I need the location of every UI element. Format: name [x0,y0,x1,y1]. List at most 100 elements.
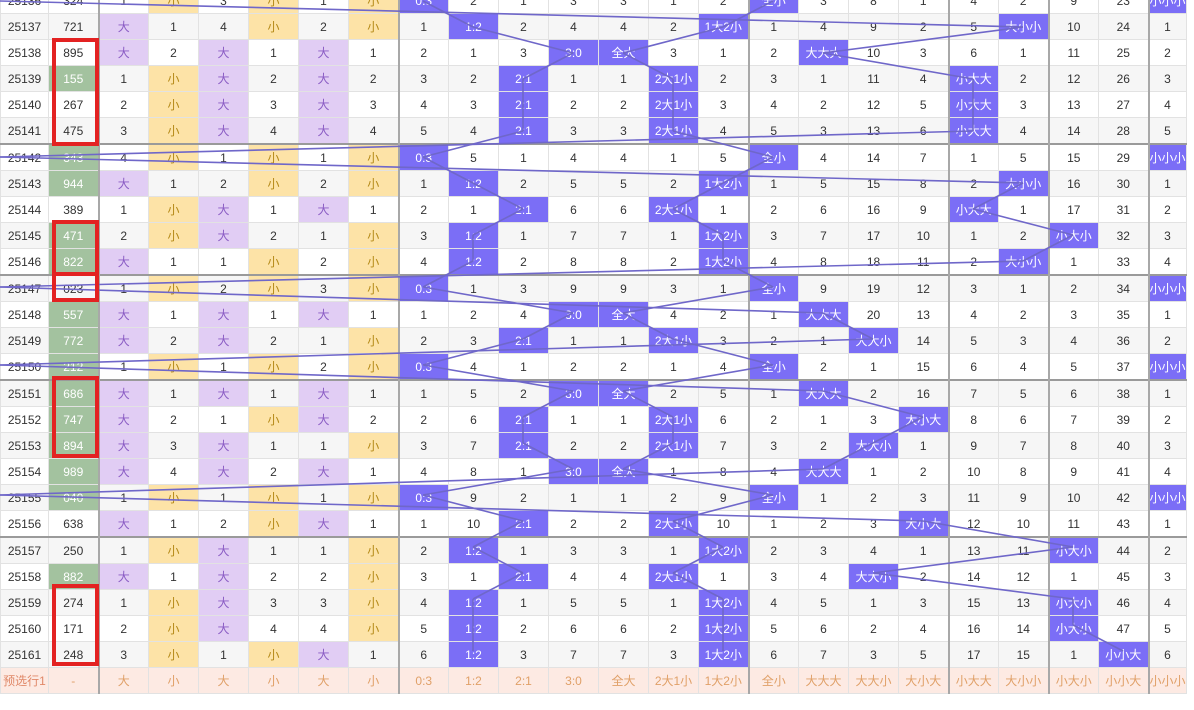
hit-cell: 2 [848,615,899,642]
hit-cell: 9 [598,274,649,302]
hit-cell: 1:2 [448,615,499,642]
hit-cell: 4 [1147,248,1187,276]
size-cell: 大 [198,301,249,328]
size-cell: 小 [148,274,199,302]
hit-cell: 1 [1047,641,1099,668]
hit-cell: 2 [747,327,799,354]
hit-cell: 2大1小 [648,432,699,459]
hit-cell: 2 [648,484,699,511]
issue-number: 25156 [0,510,49,538]
size-cell: 2 [248,222,299,249]
hit-cell: 6 [397,641,449,668]
hit-cell: 4 [898,615,949,642]
hit-cell: 3 [598,536,649,564]
size-cell: 小 [148,615,199,642]
hit-cell: 1 [448,196,499,223]
size-cell: 1 [97,484,149,511]
hit-cell: 2 [448,301,499,328]
hit-cell: 1 [798,65,849,92]
preselect-option[interactable]: 大 [198,667,249,694]
hit-cell: 7 [598,641,649,668]
hit-cell: 4 [747,458,799,485]
size-cell: 3 [97,641,149,668]
preselect-option[interactable]: 0:3 [397,667,449,694]
hit-cell: 1 [998,274,1049,302]
preselect-option[interactable]: 大小大 [898,667,949,694]
hit-cell: 1 [898,0,949,14]
hit-cell: 37 [1098,353,1149,381]
size-cell: 大 [97,248,149,276]
size-cell: 1 [148,13,199,40]
hit-cell: 小小小 [1147,0,1187,14]
hit-cell: 9 [848,13,899,40]
hit-cell: 13 [998,589,1049,616]
preselect-option[interactable]: 大 [298,667,349,694]
size-cell: 大 [198,222,249,249]
preselect-row[interactable]: 预选行1- 大小大小大小 0:3 1:2 2:1 3:0 全大 2大1小 1大2小 全小 大大大 大大… [0,667,1187,694]
size-cell: 1 [248,379,299,407]
preselect-option[interactable]: 1:2 [448,667,499,694]
preselect-option[interactable]: 2:1 [498,667,549,694]
table-row: 25139 155 1 小大 2 大 2 3 2 2:1 1 1 2大1小 2 3 1 11 4 小大大 2 12 26 3 [0,65,1187,92]
preselect-option[interactable]: 大 [97,667,149,694]
size-cell: 小 [348,13,399,40]
preselect-option[interactable]: 小小大 [1098,667,1149,694]
preselect-option[interactable]: 3:0 [548,667,599,694]
preselect-option[interactable]: 1大2小 [698,667,749,694]
hit-cell: 12 [1047,65,1099,92]
preselect-option[interactable]: 大小小 [998,667,1049,694]
hit-cell: 0:3 [397,484,449,511]
hit-cell: 2 [648,13,699,40]
hit-cell: 4 [397,589,449,616]
preselect-option[interactable]: 大大小 [848,667,899,694]
hit-cell: 1大2小 [698,536,749,564]
table-row: 25141 475 3 小大 4 大 4 5 4 2:1 3 3 2大1小 4 5 3 13 6 小大大 4 14 28 5 [0,117,1187,145]
size-cell: 大 [97,301,149,328]
preselect-option[interactable]: 小 [248,667,299,694]
hit-cell: 10 [848,39,899,66]
preselect-option[interactable]: 小大小 [1047,667,1099,694]
hit-cell: 35 [1098,301,1149,328]
preselect-option[interactable]: 小 [348,667,399,694]
table-row: 25158 882 大 1 大 2 2 小 3 1 2:1 4 4 2大1小 1 3 4 大大小 2 14 12 1 45 3 [0,563,1187,590]
hit-cell: 0:3 [397,274,449,302]
hit-cell: 2大1小 [648,327,699,354]
hit-cell: 1 [848,458,899,485]
hit-cell: 1 [747,510,799,538]
preselect-option[interactable]: 小 [148,667,199,694]
hit-cell: 41 [1098,458,1149,485]
hit-cell: 9 [548,274,599,302]
hit-cell: 大大大 [798,301,849,328]
preselect-option[interactable]: 大大大 [798,667,849,694]
hit-cell: 6 [598,615,649,642]
hit-cell: 34 [1098,274,1149,302]
hit-cell: 8 [698,458,749,485]
preselect-option[interactable]: 2大1小 [648,667,699,694]
hit-cell: 2:1 [498,510,549,538]
issue-number: 25159 [0,589,49,616]
size-cell: 3 [198,0,249,14]
hit-cell: 1 [998,39,1049,66]
preselect-option[interactable]: 全小 [747,667,799,694]
preselect-option[interactable]: 全大 [598,667,649,694]
preselect-option[interactable]: 小小小 [1147,667,1187,694]
hit-cell: 7 [548,222,599,249]
hit-cell: 1 [747,301,799,328]
hit-cell: 5 [898,641,949,668]
size-cell: 4 [248,615,299,642]
size-cell: 小 [148,117,199,145]
size-cell: 小 [348,0,399,14]
hit-cell: 2 [1147,327,1187,354]
hit-cell: 1 [1147,379,1187,407]
hit-cell: 1 [498,143,549,171]
size-cell: 大 [198,432,249,459]
hit-cell: 3 [848,641,899,668]
draw-number: 155 [48,65,99,92]
hit-cell: 17 [947,641,999,668]
hit-cell: 5 [698,143,749,171]
size-cell: 小 [348,536,399,564]
hit-cell: 6 [898,117,949,145]
preselect-option[interactable]: 小大大 [947,667,999,694]
hit-cell: 7 [548,641,599,668]
hit-cell: 1 [548,65,599,92]
